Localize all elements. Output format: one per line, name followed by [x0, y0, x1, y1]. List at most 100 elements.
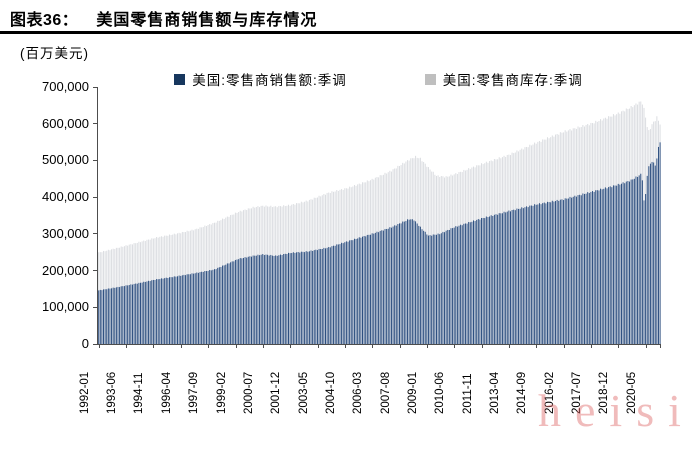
- x-axis-label: 2018-12: [598, 371, 611, 414]
- sales-bar: [168, 277, 170, 344]
- sales-bar: [555, 201, 557, 344]
- x-tick: [399, 344, 401, 348]
- sales-bar: [111, 288, 113, 344]
- sales-bar: [276, 255, 278, 344]
- x-tick: [126, 344, 128, 348]
- sales-bar: [518, 208, 520, 344]
- sales-bar: [144, 281, 146, 344]
- sales-bar: [107, 288, 109, 344]
- figure-tag: 图表36：: [10, 12, 79, 29]
- sales-bar: [497, 214, 499, 344]
- sales-bar: [435, 234, 437, 344]
- sales-bar: [588, 193, 590, 344]
- sales-bar: [292, 252, 294, 344]
- sales-bar: [548, 202, 550, 344]
- sales-bar: [629, 181, 631, 344]
- x-axis-label: 2016-02: [543, 371, 556, 414]
- x-tick: [290, 344, 292, 348]
- sales-bar: [444, 232, 446, 344]
- sales-bar: [284, 253, 286, 344]
- sales-bar: [407, 219, 409, 344]
- x-tick: [317, 344, 319, 348]
- sales-bar: [112, 287, 114, 344]
- sales-bar: [178, 275, 180, 344]
- x-axis-label: 2000-07: [242, 371, 255, 414]
- sales-bar: [450, 228, 452, 344]
- sales-bar: [291, 253, 293, 344]
- sales-bar: [347, 241, 349, 344]
- sales-bar: [379, 230, 381, 344]
- sales-bar: [418, 225, 420, 344]
- sales-bar: [185, 275, 187, 344]
- sales-bar: [125, 285, 127, 344]
- sales-bar: [550, 202, 552, 344]
- sales-bar: [419, 226, 421, 344]
- sales-bar: [140, 282, 142, 344]
- sales-bar: [143, 281, 145, 344]
- sales-bar: [397, 224, 399, 344]
- sales-bar: [326, 247, 328, 344]
- sales-bar: [593, 191, 595, 344]
- sales-bar: [382, 230, 384, 344]
- sales-bar: [154, 280, 156, 344]
- sales-bar: [472, 220, 474, 344]
- sales-bar: [447, 229, 449, 344]
- sales-bar: [336, 244, 338, 344]
- y-axis-label: 400,000: [42, 189, 89, 205]
- sales-bar: [239, 258, 241, 344]
- x-axis-label: 2006-03: [352, 371, 365, 414]
- figure-header: 图表36： 美国零售商销售额与库存情况: [10, 6, 688, 30]
- x-axis-label: 2004-10: [324, 371, 337, 414]
- sales-bar: [160, 278, 162, 344]
- y-tick: [93, 233, 98, 235]
- sales-bar: [481, 218, 483, 344]
- sales-bar: [353, 238, 355, 344]
- sales-bar: [123, 286, 125, 344]
- sales-bar: [561, 199, 563, 344]
- sales-bar: [265, 254, 267, 344]
- sales-bar: [207, 270, 209, 344]
- x-axis-label: 2020-05: [625, 371, 638, 414]
- sales-bar: [534, 204, 536, 344]
- sales-bar: [606, 188, 608, 344]
- sales-bar: [334, 245, 336, 344]
- sales-bar: [193, 273, 195, 344]
- sales-bar: [101, 290, 103, 344]
- sales-bar: [559, 199, 561, 344]
- sales-bar: [529, 205, 531, 344]
- sales-bar: [352, 240, 354, 344]
- sales-bar: [212, 269, 214, 344]
- sales-bar: [365, 236, 367, 344]
- sales-bar: [659, 142, 661, 344]
- x-tick: [454, 344, 456, 348]
- sales-bar: [614, 185, 616, 344]
- sales-bar: [246, 257, 248, 344]
- legend-item-inventory: 美国:零售商库存:季调: [424, 69, 583, 89]
- sales-bar: [524, 207, 526, 344]
- sales-bar: [288, 252, 290, 344]
- sales-bar: [371, 233, 373, 344]
- sales-bar: [474, 221, 476, 344]
- sales-bar: [170, 277, 172, 344]
- sales-bar: [165, 277, 167, 344]
- sales-bar: [201, 271, 203, 344]
- sales-bar: [242, 257, 244, 344]
- sales-bar: [329, 247, 331, 344]
- sales-bar: [389, 227, 391, 344]
- x-axis-label: 1999-02: [215, 371, 228, 414]
- sales-bar: [603, 188, 605, 344]
- sales-bar: [286, 254, 288, 344]
- sales-bar: [222, 265, 224, 344]
- sales-bar: [373, 233, 375, 344]
- sales-bar: [210, 270, 212, 344]
- sales-bar: [308, 251, 310, 344]
- sales-bar: [630, 179, 632, 344]
- sales-bar: [637, 176, 639, 344]
- sales-bar: [363, 235, 365, 344]
- sales-bar: [355, 238, 357, 344]
- sales-bar: [181, 275, 183, 344]
- sales-bar: [323, 247, 325, 344]
- sales-bar: [625, 181, 627, 344]
- sales-bar: [551, 200, 553, 344]
- sales-bar: [270, 254, 272, 344]
